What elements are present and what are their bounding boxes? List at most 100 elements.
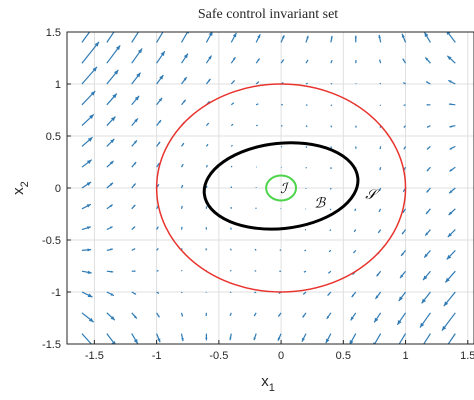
vector-arrow	[131, 226, 136, 231]
arrow-head	[157, 315, 160, 318]
arrow-head	[113, 69, 119, 75]
vector-arrow	[156, 333, 161, 343]
x-axis-label: x1	[261, 373, 275, 394]
vector-arrow	[81, 270, 92, 274]
vector-arrow	[400, 250, 407, 257]
arrow-head	[207, 123, 209, 125]
arrow-head	[350, 316, 354, 321]
arrow-head	[403, 189, 405, 192]
y-tick-label: 1.5	[46, 27, 61, 39]
vector-arrow	[403, 146, 407, 150]
arrow-head	[352, 272, 355, 275]
arrow-head	[133, 140, 137, 144]
arrow-head	[137, 48, 143, 54]
vector-arrow	[180, 269, 183, 272]
vector-arrow	[81, 181, 92, 189]
vector-arrow	[253, 333, 257, 341]
arrow-head	[112, 93, 117, 99]
chart-title: Safe control invariant set	[198, 7, 338, 22]
vector-arrow	[81, 90, 96, 106]
vector-arrow	[106, 160, 114, 168]
vector-arrow	[402, 58, 407, 64]
vector-arrow	[303, 270, 307, 273]
vector-arrow	[326, 312, 332, 320]
vector-arrow	[305, 35, 309, 43]
arrow-head	[133, 162, 137, 165]
arrow-head	[140, 23, 144, 28]
set-boundaries	[155, 83, 407, 293]
y-axis-label-subscript: 2	[19, 181, 31, 187]
vector-arrow	[156, 97, 163, 106]
vector-arrow	[106, 182, 114, 189]
vector-arrow	[378, 187, 382, 192]
x-tick-label: 0	[278, 350, 284, 362]
arrow-head	[232, 80, 235, 83]
vector-arrow	[106, 312, 116, 321]
arrow-head	[445, 277, 450, 283]
vector-arrow	[180, 205, 183, 209]
vector-arrow	[330, 35, 333, 43]
arrow-head	[254, 314, 256, 317]
arrow-head	[375, 295, 379, 299]
arrow-head	[181, 337, 184, 342]
arrow-head	[326, 315, 330, 319]
arrow-head	[181, 226, 183, 229]
arrow-head	[109, 204, 113, 208]
arrow-head	[443, 301, 449, 307]
vector-arrow	[423, 250, 431, 258]
arrow-head	[110, 138, 115, 144]
arrow-head	[232, 32, 237, 38]
arrow-head	[425, 232, 429, 236]
vector-arrow	[131, 291, 137, 295]
vector-arrow	[305, 82, 309, 85]
arrow-head	[403, 147, 405, 150]
vector-arrow	[403, 125, 407, 129]
axes-frame	[66, 31, 474, 345]
vector-arrow	[156, 26, 166, 43]
vector-arrow	[330, 104, 333, 107]
arrow-head	[447, 55, 452, 61]
arrow-head	[90, 91, 96, 96]
vector-arrow	[205, 122, 210, 127]
y-axis-label: x2	[10, 181, 31, 195]
vector-arrow	[448, 187, 456, 194]
arrow-head	[162, 26, 166, 31]
arrow-head	[354, 230, 356, 232]
vector-arrow	[230, 102, 235, 106]
arrow-head	[158, 120, 162, 123]
arrow-head	[87, 270, 92, 274]
vector-arrow	[205, 312, 207, 317]
x-tick-label: -1	[152, 350, 162, 362]
arrow-shaft	[205, 164, 208, 168]
set-S-boundary	[155, 83, 407, 293]
arrow-head	[277, 337, 281, 341]
vector-arrow	[254, 270, 257, 272]
vector-arrow	[180, 184, 184, 189]
arrow-head	[378, 34, 381, 39]
arrow-head	[379, 147, 381, 150]
vector-arrow	[351, 291, 357, 298]
arrow-head	[426, 211, 429, 214]
arrow-head	[207, 101, 210, 104]
arrow-head	[183, 77, 187, 81]
vector-arrow	[156, 270, 159, 272]
vector-arrow	[425, 208, 431, 215]
arrow-head	[94, 41, 99, 47]
vector-arrow	[350, 312, 357, 321]
vector-arrow	[446, 249, 456, 260]
vector-arrow	[205, 143, 209, 147]
arrow-head	[133, 226, 136, 229]
arrow-shaft	[329, 229, 332, 232]
vector-arrow	[81, 66, 98, 85]
vector-arrow	[349, 333, 357, 344]
vector-arrow	[325, 333, 332, 344]
vector-arrow	[376, 270, 382, 277]
arrow-head	[229, 337, 232, 341]
arrow-head	[446, 32, 451, 36]
vector-arrow	[106, 32, 115, 43]
arrow-shaft	[423, 333, 431, 344]
vector-arrow	[330, 125, 333, 128]
vector-arrow	[106, 138, 115, 147]
arrow-head	[157, 184, 159, 187]
vector-arrow	[354, 208, 357, 212]
